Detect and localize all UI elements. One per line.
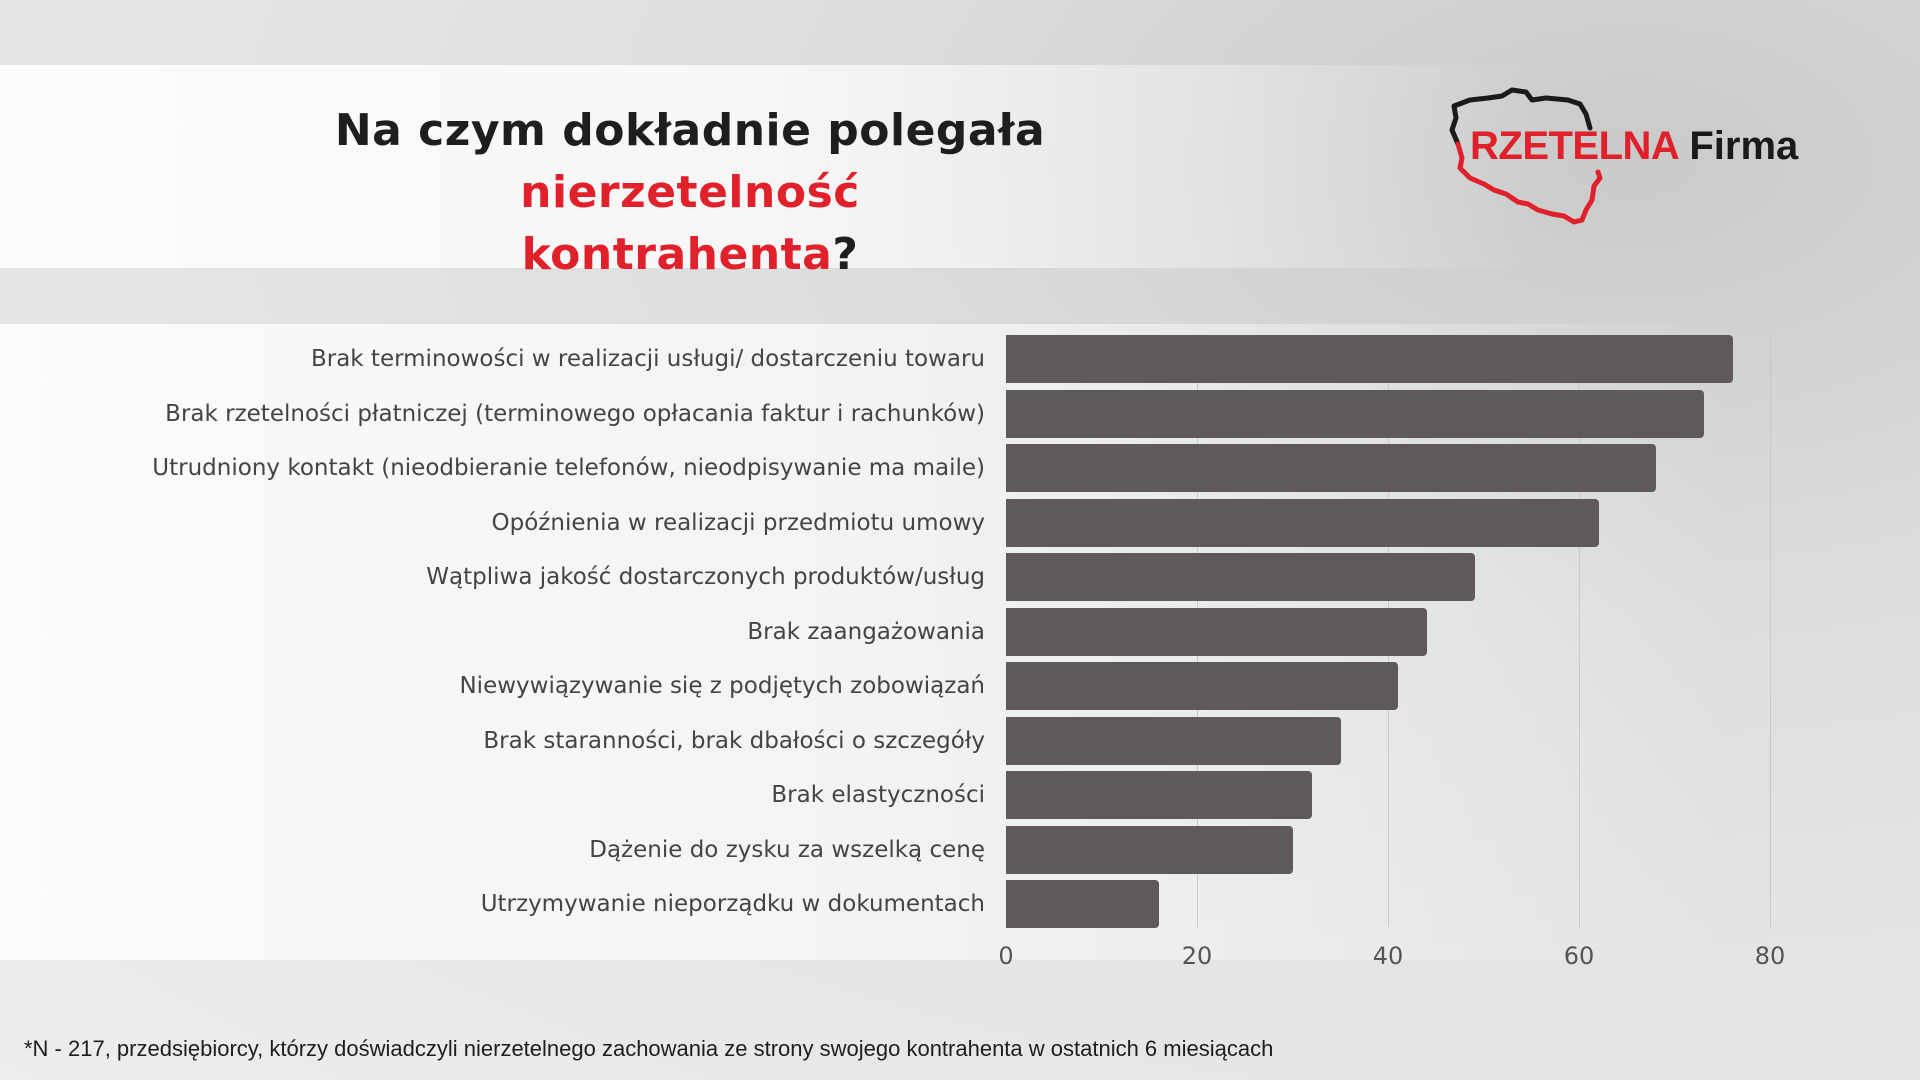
x-tick: 60: [1563, 942, 1595, 970]
bar-label: Dążenie do zysku za wszelką cenę: [589, 836, 985, 863]
bar: [1006, 553, 1475, 601]
chart-row: Brak rzetelności płatniczej (terminowego…: [0, 389, 1920, 438]
bar: [1006, 716, 1341, 765]
bar: [1006, 607, 1427, 656]
chart-row: Utrudniony kontakt (nieodbieranie telefo…: [0, 444, 1920, 492]
title-highlight1: nierzetelność: [520, 167, 860, 218]
header-band: [0, 65, 1920, 268]
title-highlight2: kontrahenta: [521, 229, 833, 280]
bar-label: Wątpliwa jakość dostarczonych produktów/…: [426, 564, 985, 590]
bar-label: Brak zaangażowania: [747, 618, 985, 645]
x-tick: 20: [1181, 942, 1213, 970]
bar: [1006, 389, 1704, 438]
bar-label: Brak rzetelności płatniczej (terminowego…: [165, 400, 985, 427]
bar: [1006, 498, 1599, 547]
logo: RZETELNA Firma: [1430, 82, 1798, 232]
page-title: Na czym dokładnie polegała nierzetelność…: [160, 100, 1220, 286]
logo-word-firma: Firma: [1689, 124, 1799, 168]
bar: [1006, 444, 1656, 492]
bar: [1006, 662, 1398, 710]
gridline-80: [1770, 335, 1771, 927]
chart-row: Utrzymywanie nieporządku w dokumentach: [0, 880, 1920, 928]
gridline-60: [1579, 335, 1580, 927]
chart-row: Brak terminowości w realizacji usługi/ d…: [0, 335, 1920, 383]
logo-word-rzetelna: RZETELNA: [1470, 124, 1680, 168]
x-tick: 0: [998, 942, 1014, 970]
bar: [1006, 335, 1733, 383]
chart-row: Dążenie do zysku za wszelką cenę: [0, 825, 1920, 874]
bar: [1006, 771, 1312, 819]
bar-label: Utrudniony kontakt (nieodbieranie telefo…: [152, 455, 985, 481]
title-part1: Na czym dokładnie polegała: [334, 105, 1046, 156]
chart-row: Wątpliwa jakość dostarczonych produktów/…: [0, 553, 1920, 601]
bar: [1006, 825, 1293, 874]
footnote: *N - 217, przedsiębiorcy, którzy doświad…: [24, 1036, 1274, 1061]
x-tick: 40: [1372, 942, 1404, 970]
bar-label: Brak elastyczności: [771, 782, 985, 808]
bar-label: Utrzymywanie nieporządku w dokumentach: [480, 891, 985, 917]
chart-row: Brak staranności, brak dbałości o szczeg…: [0, 716, 1920, 765]
x-tick: 80: [1754, 942, 1786, 970]
chart-row: Brak elastyczności: [0, 771, 1920, 819]
chart-row: Niewywiązywanie się z podjętych zobowiąz…: [0, 662, 1920, 710]
bar-label: Opóźnienia w realizacji przedmiotu umowy: [491, 509, 985, 536]
logo-text: RZETELNA Firma: [1470, 124, 1798, 169]
bar: [1006, 880, 1159, 928]
poland-map-outline-icon: [1449, 87, 1603, 225]
chart-row: Opóźnienia w realizacji przedmiotu umowy: [0, 498, 1920, 547]
bar-label: Brak staranności, brak dbałości o szczeg…: [483, 727, 985, 754]
bar-label: Brak terminowości w realizacji usługi/ d…: [310, 346, 985, 372]
chart-row: Brak zaangażowania: [0, 607, 1920, 656]
title-part2: ?: [832, 229, 859, 280]
bar-label: Niewywiązywanie się z podjętych zobowiąz…: [459, 673, 985, 699]
